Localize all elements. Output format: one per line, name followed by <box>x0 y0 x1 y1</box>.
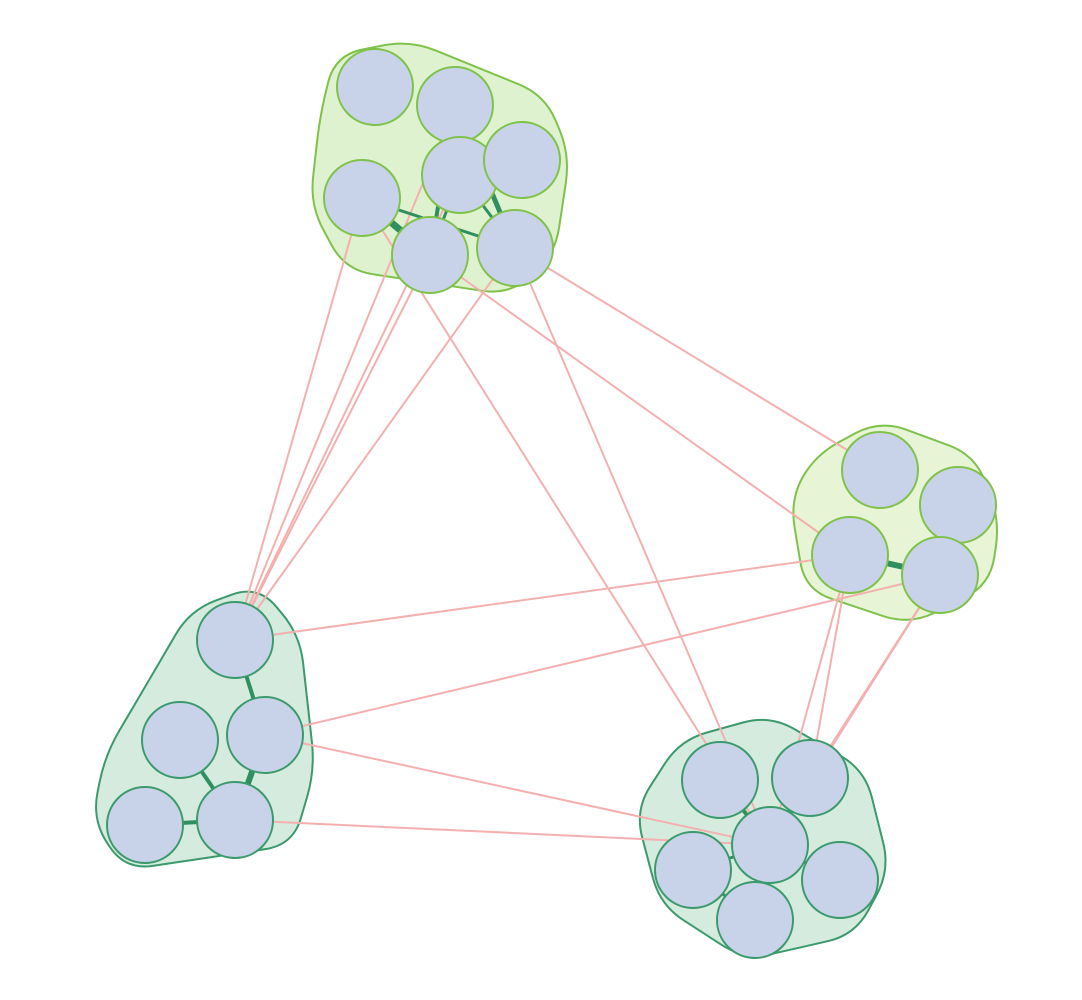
node-t2 <box>417 67 493 143</box>
node-b5 <box>717 882 793 958</box>
node-r3 <box>812 517 888 593</box>
node-b2 <box>772 740 848 816</box>
node-b3 <box>732 807 808 883</box>
node-r1 <box>842 432 918 508</box>
inter-edge <box>515 248 880 470</box>
node-t1 <box>337 49 413 125</box>
node-b1 <box>682 742 758 818</box>
node-l2 <box>142 702 218 778</box>
inter-edge <box>235 248 515 640</box>
node-r4 <box>902 537 978 613</box>
node-l1 <box>197 602 273 678</box>
node-l4 <box>107 787 183 863</box>
node-r2 <box>920 467 996 543</box>
node-t5 <box>484 122 560 198</box>
node-t6 <box>392 217 468 293</box>
inter-edge <box>235 255 430 640</box>
node-l3 <box>227 697 303 773</box>
node-l5 <box>197 782 273 858</box>
inter-edge <box>235 555 850 640</box>
node-b6 <box>802 842 878 918</box>
node-t7 <box>477 210 553 286</box>
network-diagram <box>0 0 1082 1000</box>
node-t3 <box>324 160 400 236</box>
node-b4 <box>655 832 731 908</box>
